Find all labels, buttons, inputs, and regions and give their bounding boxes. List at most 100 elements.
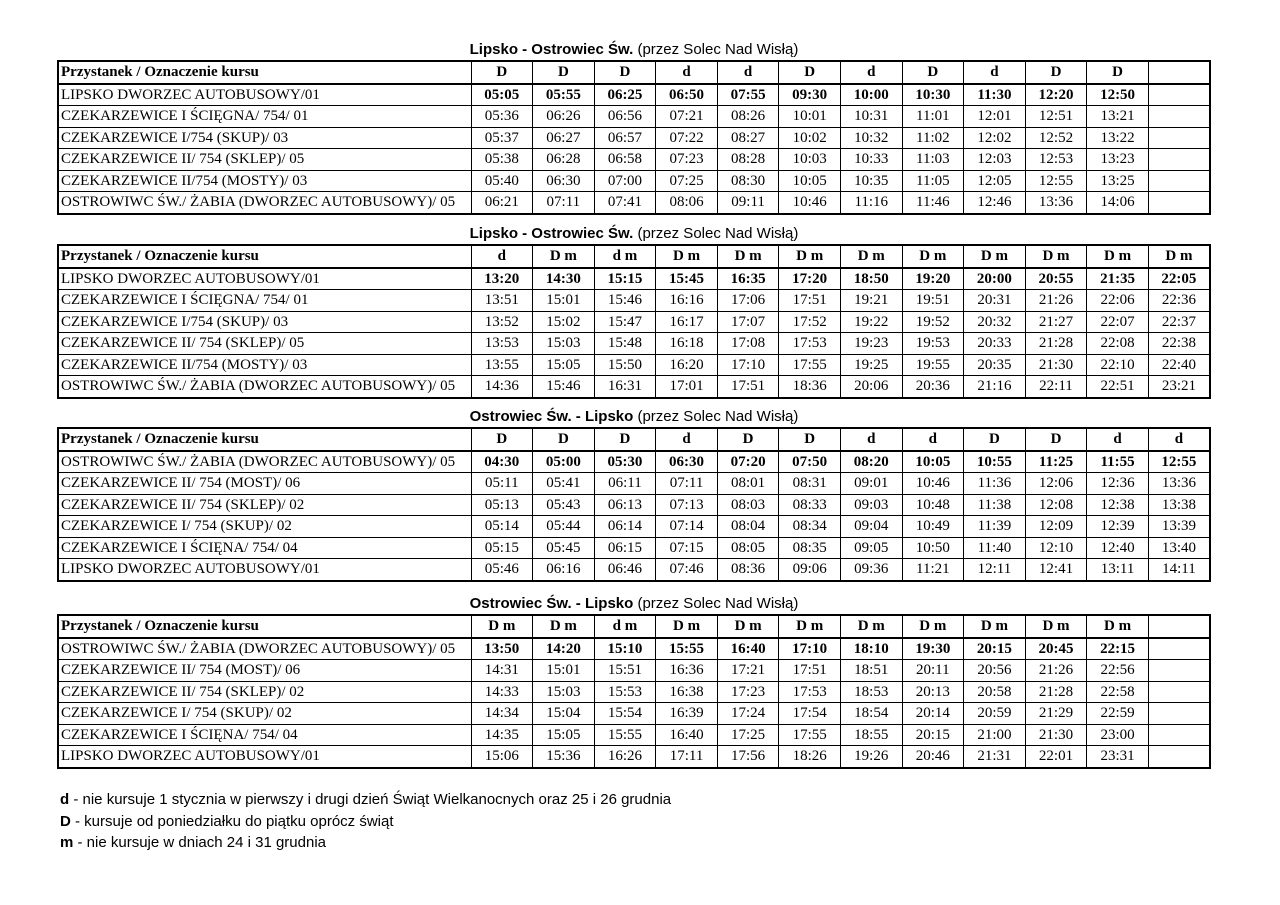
footnote-key: m <box>60 834 74 851</box>
course-code: D m <box>1024 244 1088 269</box>
empty-cell <box>1147 723 1211 746</box>
departure-time: 13:25 <box>1086 169 1149 192</box>
departure-time: 07:55 <box>716 83 780 106</box>
stop-row: CZEKARZEWICE II/ 754 (MOST)/ 06 14:31 15:0… <box>57 659 1211 682</box>
departure-time: 12:03 <box>963 148 1026 171</box>
departure-time: 11:40 <box>963 536 1026 559</box>
departure-time: 20:33 <box>963 332 1026 355</box>
departure-time: 12:40 <box>1086 536 1149 559</box>
departure-time: 11:21 <box>901 558 965 581</box>
departure-time: 07:46 <box>655 558 718 581</box>
course-code: D m <box>963 244 1026 269</box>
departure-time: 15:48 <box>593 332 657 355</box>
stop-name: CZEKARZEWICE I ŚCIĘNA/ 754/ 04 <box>57 723 472 746</box>
empty-cell <box>1147 191 1211 214</box>
departure-time: 22:37 <box>1147 310 1211 333</box>
footnote: m - nie kursuje w dniach 24 i 31 grudnia <box>60 832 671 854</box>
departure-time: 10:30 <box>901 83 965 106</box>
departure-time: 19:53 <box>901 332 965 355</box>
departure-time: 11:55 <box>1086 450 1149 473</box>
departure-time: 05:05 <box>470 83 534 106</box>
departure-time: 13:20 <box>470 267 534 290</box>
departure-time: 06:14 <box>593 515 657 538</box>
departure-time: 21:30 <box>1024 353 1088 376</box>
departure-time: 15:01 <box>532 289 595 312</box>
departure-time: 13:51 <box>470 289 534 312</box>
departure-time: 16:31 <box>593 375 657 398</box>
course-code: D m <box>716 614 780 639</box>
departure-time: 15:55 <box>655 637 718 660</box>
departure-time: 06:30 <box>655 450 718 473</box>
departure-time: 05:38 <box>470 148 534 171</box>
departure-time: 05:43 <box>532 493 595 516</box>
stop-row: CZEKARZEWICE II/754 (MOSTY)/ 03 13:55 15:0… <box>57 353 1211 376</box>
footnote: d - nie kursuje 1 stycznia w pierwszy i … <box>60 789 671 811</box>
departure-time: 15:15 <box>593 267 657 290</box>
departure-time: 18:10 <box>839 637 903 660</box>
departure-time: 20:31 <box>963 289 1026 312</box>
departure-time: 14:35 <box>470 723 534 746</box>
departure-time: 06:46 <box>593 558 657 581</box>
departure-time: 15:10 <box>593 637 657 660</box>
departure-time: 08:30 <box>716 169 780 192</box>
course-code: D <box>716 427 780 452</box>
course-code: D m <box>839 244 903 269</box>
departure-time: 12:09 <box>1024 515 1088 538</box>
departure-time: 10:46 <box>901 472 965 495</box>
departure-time: 08:01 <box>716 472 780 495</box>
departure-time: 11:02 <box>901 126 965 149</box>
departure-time: 12:05 <box>963 169 1026 192</box>
departure-time: 17:10 <box>716 353 780 376</box>
stop-row: CZEKARZEWICE II/ 754 (SKLEP)/ 05 13:53 15:… <box>57 332 1211 355</box>
departure-time: 15:47 <box>593 310 657 333</box>
course-code: D <box>1024 427 1088 452</box>
course-code: D <box>963 427 1026 452</box>
course-code: D m <box>1086 614 1149 639</box>
course-code: d <box>963 60 1026 85</box>
departure-time: 06:56 <box>593 105 657 128</box>
departure-time: 15:03 <box>532 680 595 703</box>
departure-time: 13:39 <box>1147 515 1211 538</box>
departure-time: 21:27 <box>1024 310 1088 333</box>
departure-time: 10:49 <box>901 515 965 538</box>
course-code: D m <box>532 614 595 639</box>
departure-time: 07:11 <box>655 472 718 495</box>
departure-time: 10:01 <box>778 105 841 128</box>
departure-time: 06:11 <box>593 472 657 495</box>
departure-time: 12:01 <box>963 105 1026 128</box>
departure-time: 06:57 <box>593 126 657 149</box>
departure-time: 17:56 <box>716 745 780 768</box>
course-code: D m <box>655 244 718 269</box>
footnote-text: - kursuje od poniedziałku do piątku opró… <box>75 812 394 830</box>
departure-time: 20:56 <box>963 659 1026 682</box>
empty-cell <box>1147 659 1211 682</box>
stop-name: CZEKARZEWICE I/ 754 (SKUP)/ 02 <box>57 515 472 538</box>
departure-time: 05:36 <box>470 105 534 128</box>
empty-cell <box>1147 637 1211 660</box>
departure-time: 05:46 <box>470 558 534 581</box>
departure-time: 21:16 <box>963 375 1026 398</box>
departure-time: 15:51 <box>593 659 657 682</box>
course-code: D m <box>901 614 965 639</box>
empty-cell <box>1147 702 1211 725</box>
departure-time: 20:55 <box>1024 267 1088 290</box>
stop-name: CZEKARZEWICE II/ 754 (SKLEP)/ 02 <box>57 680 472 703</box>
departure-time: 13:53 <box>470 332 534 355</box>
departure-time: 17:10 <box>778 637 841 660</box>
course-code: d <box>655 427 718 452</box>
route-title: Lipsko - Ostrowiec Św. <box>469 225 634 242</box>
departure-time: 09:01 <box>839 472 903 495</box>
departure-time: 22:56 <box>1086 659 1149 682</box>
departure-time: 20:11 <box>901 659 965 682</box>
departure-time: 16:40 <box>716 637 780 660</box>
departure-time: 15:04 <box>532 702 595 725</box>
departure-time: 14:20 <box>532 637 595 660</box>
empty-cell <box>1147 83 1211 106</box>
departure-time: 08:04 <box>716 515 780 538</box>
empty-cell <box>1147 148 1211 171</box>
stop-name: CZEKARZEWICE II/754 (MOSTY)/ 03 <box>57 169 472 192</box>
departure-time: 06:30 <box>532 169 595 192</box>
stop-row: LIPSKO DWORZEC AUTOBUSOWY/01 05:05 05:55 06… <box>57 83 1211 106</box>
